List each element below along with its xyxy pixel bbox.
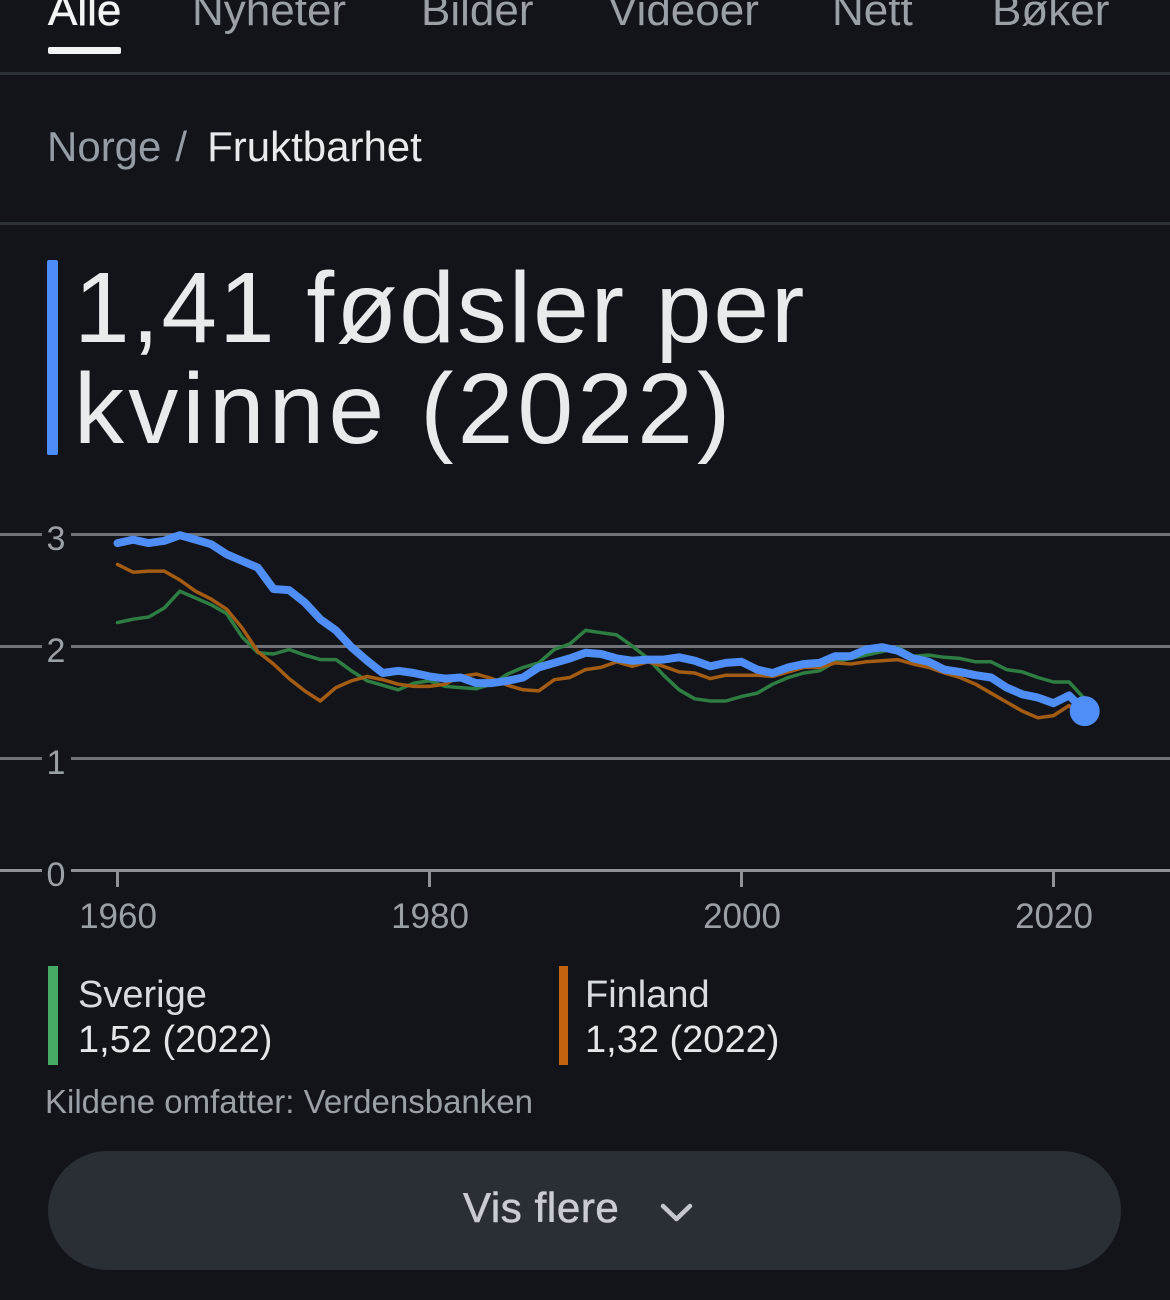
svg-text:2020: 2020	[1015, 897, 1093, 936]
svg-text:3: 3	[47, 520, 66, 558]
svg-text:0: 0	[47, 856, 66, 894]
svg-text:1960: 1960	[79, 897, 157, 936]
svg-text:2: 2	[47, 632, 66, 670]
svg-text:2000: 2000	[703, 897, 781, 936]
svg-text:1: 1	[47, 744, 66, 782]
svg-text:1980: 1980	[391, 897, 469, 936]
